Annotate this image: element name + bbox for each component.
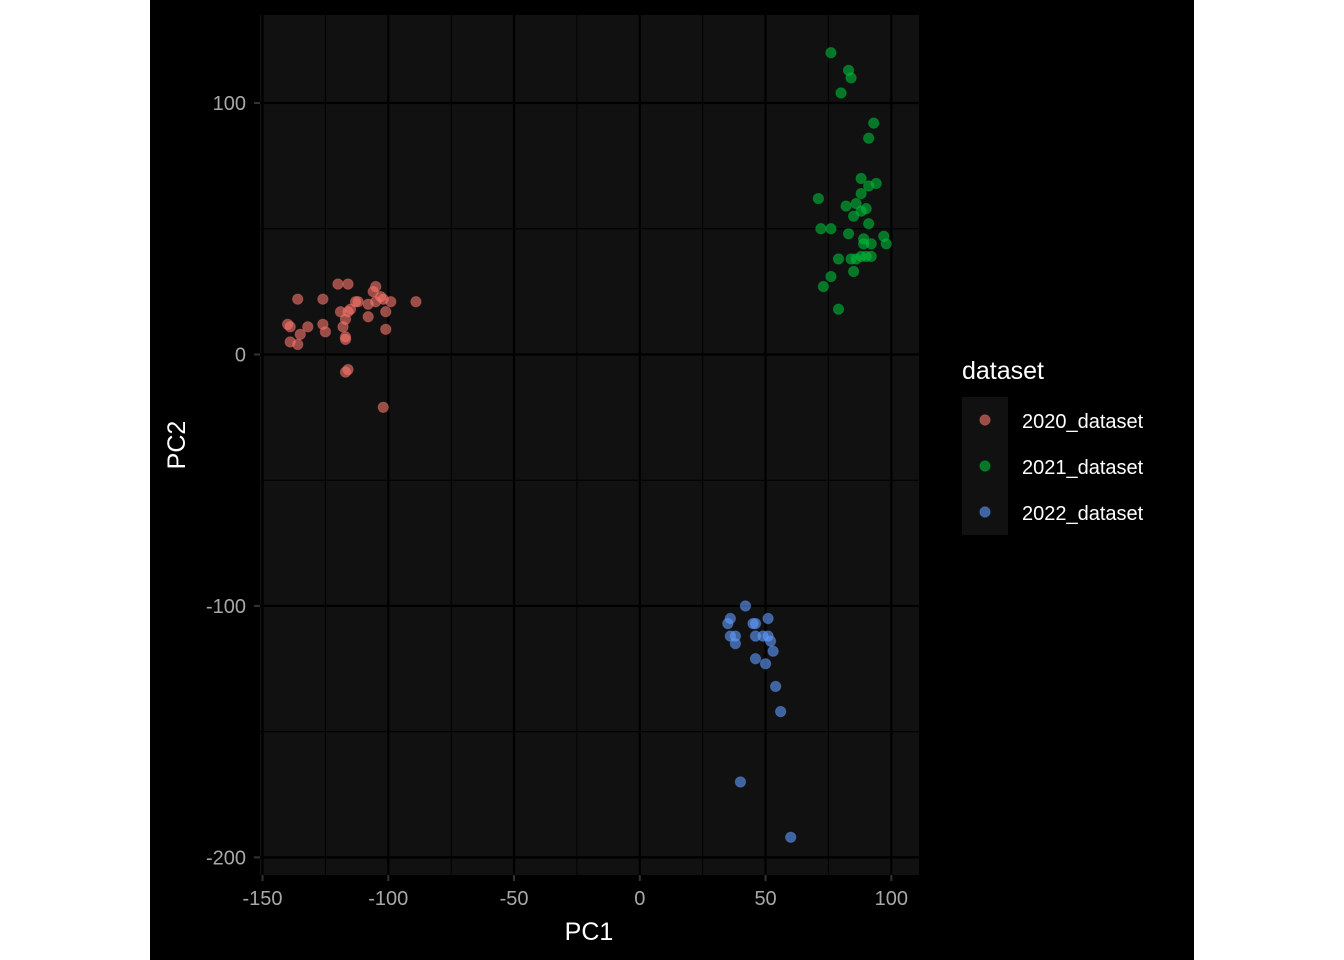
- data-point: [855, 187, 867, 200]
- data-point: [317, 293, 329, 305]
- y-axis-ticks: -200 -100 0 100: [206, 93, 260, 869]
- data-point: [825, 270, 837, 283]
- data-point: [729, 630, 742, 642]
- legend-items: 2020_dataset 2021_dataset 2022_dataset: [979, 411, 1144, 525]
- data-point: [749, 653, 762, 665]
- y-tick-label: -100: [206, 596, 246, 618]
- data-point: [292, 293, 304, 305]
- data-point: [380, 306, 392, 318]
- data-point: [302, 321, 314, 333]
- data-point: [842, 228, 855, 240]
- x-tick-label: 0: [634, 888, 645, 910]
- data-point: [385, 295, 397, 308]
- data-point: [292, 338, 304, 351]
- data-point: [410, 295, 422, 308]
- x-axis-ticks: -150 -100 -50 0 50 100: [242, 875, 908, 910]
- legend-item-label: 2020_dataset: [1022, 411, 1144, 433]
- data-point: [362, 311, 374, 323]
- x-tick-label: 100: [875, 888, 908, 910]
- data-point: [862, 132, 875, 144]
- data-point: [860, 202, 872, 215]
- data-point: [825, 223, 837, 235]
- data-point: [344, 303, 357, 315]
- data-point: [284, 321, 296, 333]
- data-point: [817, 280, 830, 293]
- plot-panel: [260, 15, 919, 875]
- legend-item-label: 2022_dataset: [1022, 503, 1144, 525]
- legend-title: dataset: [962, 357, 1044, 385]
- data-point: [734, 776, 747, 788]
- y-axis-title: PC2: [163, 421, 191, 470]
- data-point: [370, 280, 382, 293]
- legend-item-label: 2021_dataset: [1022, 457, 1144, 479]
- major-gridlines: [260, 15, 919, 875]
- data-point: [840, 200, 852, 212]
- data-point: [294, 328, 306, 341]
- data-point: [769, 680, 782, 693]
- data-point: [862, 218, 875, 230]
- data-point: [845, 72, 857, 84]
- data-point: [785, 831, 797, 843]
- x-tick-label: -100: [368, 888, 408, 910]
- series-2022_dataset: [722, 600, 797, 843]
- data-point: [865, 250, 877, 263]
- data-point: [749, 617, 762, 630]
- data-point: [352, 295, 364, 308]
- data-point: [870, 177, 882, 190]
- data-point: [332, 278, 344, 290]
- data-point: [759, 658, 772, 670]
- data-point: [880, 238, 893, 250]
- legend-key-point: [979, 460, 991, 472]
- data-point: [319, 326, 332, 338]
- data-point: [342, 363, 354, 376]
- y-tick-label: -200: [206, 847, 246, 869]
- data-point: [342, 278, 354, 290]
- data-point: [865, 238, 877, 250]
- data-point: [774, 705, 787, 718]
- data-point: [380, 323, 392, 336]
- x-tick-label: 50: [754, 888, 776, 910]
- data-point: [724, 612, 737, 625]
- data-point: [855, 172, 867, 185]
- data-point: [762, 612, 774, 625]
- data-point: [339, 333, 352, 346]
- legend: dataset 2020_dataset 2021_dataset 2022_dat…: [962, 357, 1144, 535]
- data-point: [812, 192, 825, 205]
- data-point: [815, 223, 827, 235]
- data-point: [832, 303, 845, 315]
- legend-key-point: [979, 414, 991, 426]
- series-2020_dataset: [281, 278, 422, 413]
- data-point: [847, 210, 860, 222]
- data-point: [835, 87, 847, 99]
- data-points: [281, 47, 893, 843]
- data-point: [739, 600, 752, 612]
- legend-key-point: [979, 506, 991, 518]
- data-point: [767, 645, 779, 657]
- data-point: [847, 265, 860, 278]
- data-point: [832, 253, 845, 265]
- x-axis-title: PC1: [565, 918, 614, 946]
- x-tick-label: -150: [242, 888, 282, 910]
- series-2021_dataset: [812, 47, 893, 315]
- data-point: [868, 117, 880, 129]
- x-tick-label: -50: [500, 888, 529, 910]
- data-point: [764, 635, 777, 647]
- y-tick-label: 0: [235, 344, 246, 366]
- data-point: [850, 197, 862, 210]
- data-point: [377, 401, 389, 413]
- minor-gridlines: [260, 15, 919, 875]
- data-point: [825, 47, 837, 59]
- y-tick-label: 100: [213, 93, 246, 115]
